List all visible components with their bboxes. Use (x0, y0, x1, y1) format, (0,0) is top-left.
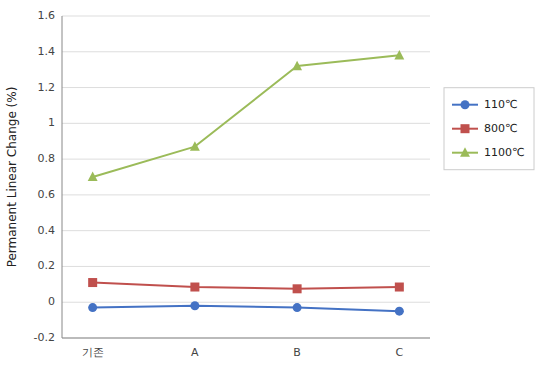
chart: -0.2 0 0.2 0.4 0.6 0.8 1 1.2 1.4 1.6 기존 A B C Permanen… (0, 0, 545, 372)
point-marker (88, 172, 98, 181)
y-axis-line (62, 16, 63, 338)
grid-line (62, 87, 430, 88)
legend-label: 1100℃ (484, 146, 524, 159)
grid-line (62, 230, 430, 231)
legend-label: 110℃ (484, 98, 517, 111)
x-tick-label: A (191, 346, 199, 359)
x-tick-label: 기존 (82, 346, 104, 359)
grid-line (62, 159, 430, 160)
plot-area (88, 50, 405, 316)
point-marker (88, 303, 97, 312)
series-line (93, 55, 400, 177)
legend: 110℃ 800℃ 1100℃ (444, 88, 534, 170)
y-tick-label: 1.2 (38, 81, 56, 94)
y-tick-label: 0.8 (38, 152, 56, 165)
y-axis-label: Permanent Linear Change (%) (5, 87, 19, 268)
point-marker (293, 303, 302, 312)
series (88, 301, 404, 315)
x-axis-line (62, 338, 430, 339)
y-ticks: -0.2 0 0.2 0.4 0.6 0.8 1 1.2 1.4 1.6 (34, 9, 55, 344)
series-line (93, 306, 400, 311)
point-marker (394, 50, 404, 59)
x-ticks: 기존 A B C (82, 346, 404, 359)
y-tick-label: -0.2 (34, 331, 55, 344)
grid-line (62, 51, 430, 52)
point-marker (395, 283, 404, 292)
series (88, 278, 404, 293)
point-marker (292, 61, 302, 70)
legend-marker (461, 124, 470, 133)
grid (62, 16, 430, 338)
x-tick-label: B (293, 346, 301, 359)
y-tick-label: 1.6 (38, 9, 56, 22)
series (88, 50, 405, 181)
legend-label: 800℃ (484, 122, 517, 135)
legend-marker (460, 147, 470, 156)
y-tick-label: 1 (48, 116, 55, 129)
grid-line (62, 16, 430, 17)
legend-marker (461, 100, 470, 109)
legend-box (444, 88, 534, 170)
point-marker (190, 283, 199, 292)
chart-container: -0.2 0 0.2 0.4 0.6 0.8 1 1.2 1.4 1.6 기존 A B C Permanen… (0, 0, 545, 372)
point-marker (190, 301, 199, 310)
grid-line (62, 338, 430, 339)
x-tick-label: C (395, 346, 403, 359)
grid-line (62, 123, 430, 124)
y-tick-label: 1.4 (38, 45, 56, 58)
point-marker (395, 307, 404, 316)
y-tick-label: 0.4 (38, 224, 56, 237)
series-line (93, 283, 400, 289)
grid-line (62, 266, 430, 267)
y-tick-label: 0.6 (38, 188, 56, 201)
point-marker (190, 141, 200, 150)
grid-line (62, 194, 430, 195)
point-marker (88, 278, 97, 287)
grid-line (62, 302, 430, 303)
y-tick-label: 0 (48, 295, 55, 308)
y-tick-label: 0.2 (38, 259, 56, 272)
point-marker (293, 284, 302, 293)
